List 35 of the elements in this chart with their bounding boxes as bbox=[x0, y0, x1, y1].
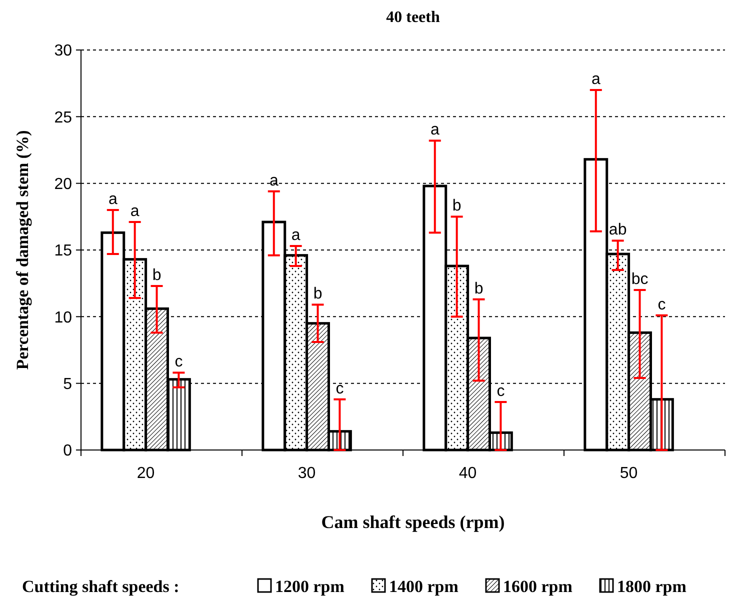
annotation: c bbox=[496, 383, 505, 400]
annotation: c bbox=[658, 296, 666, 314]
annotation: bc bbox=[631, 271, 648, 288]
annotation: b bbox=[313, 286, 322, 303]
annotation: a bbox=[291, 227, 300, 244]
annotation: c bbox=[336, 380, 344, 398]
legend-label: 1800 rpm bbox=[617, 577, 686, 596]
y-tick-label: 0 bbox=[63, 442, 72, 460]
annotation: a bbox=[591, 71, 600, 88]
y-tick-label: 20 bbox=[54, 176, 72, 193]
legend-title: Cutting shaft speeds : bbox=[22, 577, 180, 596]
legend-label: 1200 rpm bbox=[275, 577, 344, 596]
annotation: a bbox=[108, 191, 118, 208]
y-tick-label: 10 bbox=[54, 309, 72, 326]
y-tick-label: 5 bbox=[63, 376, 72, 393]
chart-title: 40 teeth bbox=[386, 9, 440, 26]
annotation: a bbox=[269, 172, 278, 190]
y-tick-label: 30 bbox=[54, 42, 72, 60]
x-axis-title: Cam shaft speeds (rpm) bbox=[321, 512, 505, 532]
annotation: b bbox=[474, 280, 484, 298]
x-tick-label: 30 bbox=[298, 465, 316, 482]
annotation: c bbox=[174, 354, 183, 371]
legend-label: 1400 rpm bbox=[389, 577, 458, 596]
annotation: a bbox=[130, 203, 140, 220]
y-tick-label: 25 bbox=[54, 109, 72, 126]
y-axis-title: Percentage of damaged stem (%) bbox=[13, 130, 32, 370]
annotation: a bbox=[430, 122, 440, 139]
annotation: b bbox=[452, 198, 462, 215]
annotation: b bbox=[152, 267, 162, 284]
x-tick-label: 40 bbox=[458, 465, 477, 482]
legend-label: 1600 rpm bbox=[503, 577, 572, 596]
y-tick-label: 15 bbox=[54, 242, 72, 260]
x-tick-label: 20 bbox=[136, 465, 155, 482]
x-tick-label: 50 bbox=[620, 465, 638, 482]
annotation: ab bbox=[608, 222, 627, 239]
